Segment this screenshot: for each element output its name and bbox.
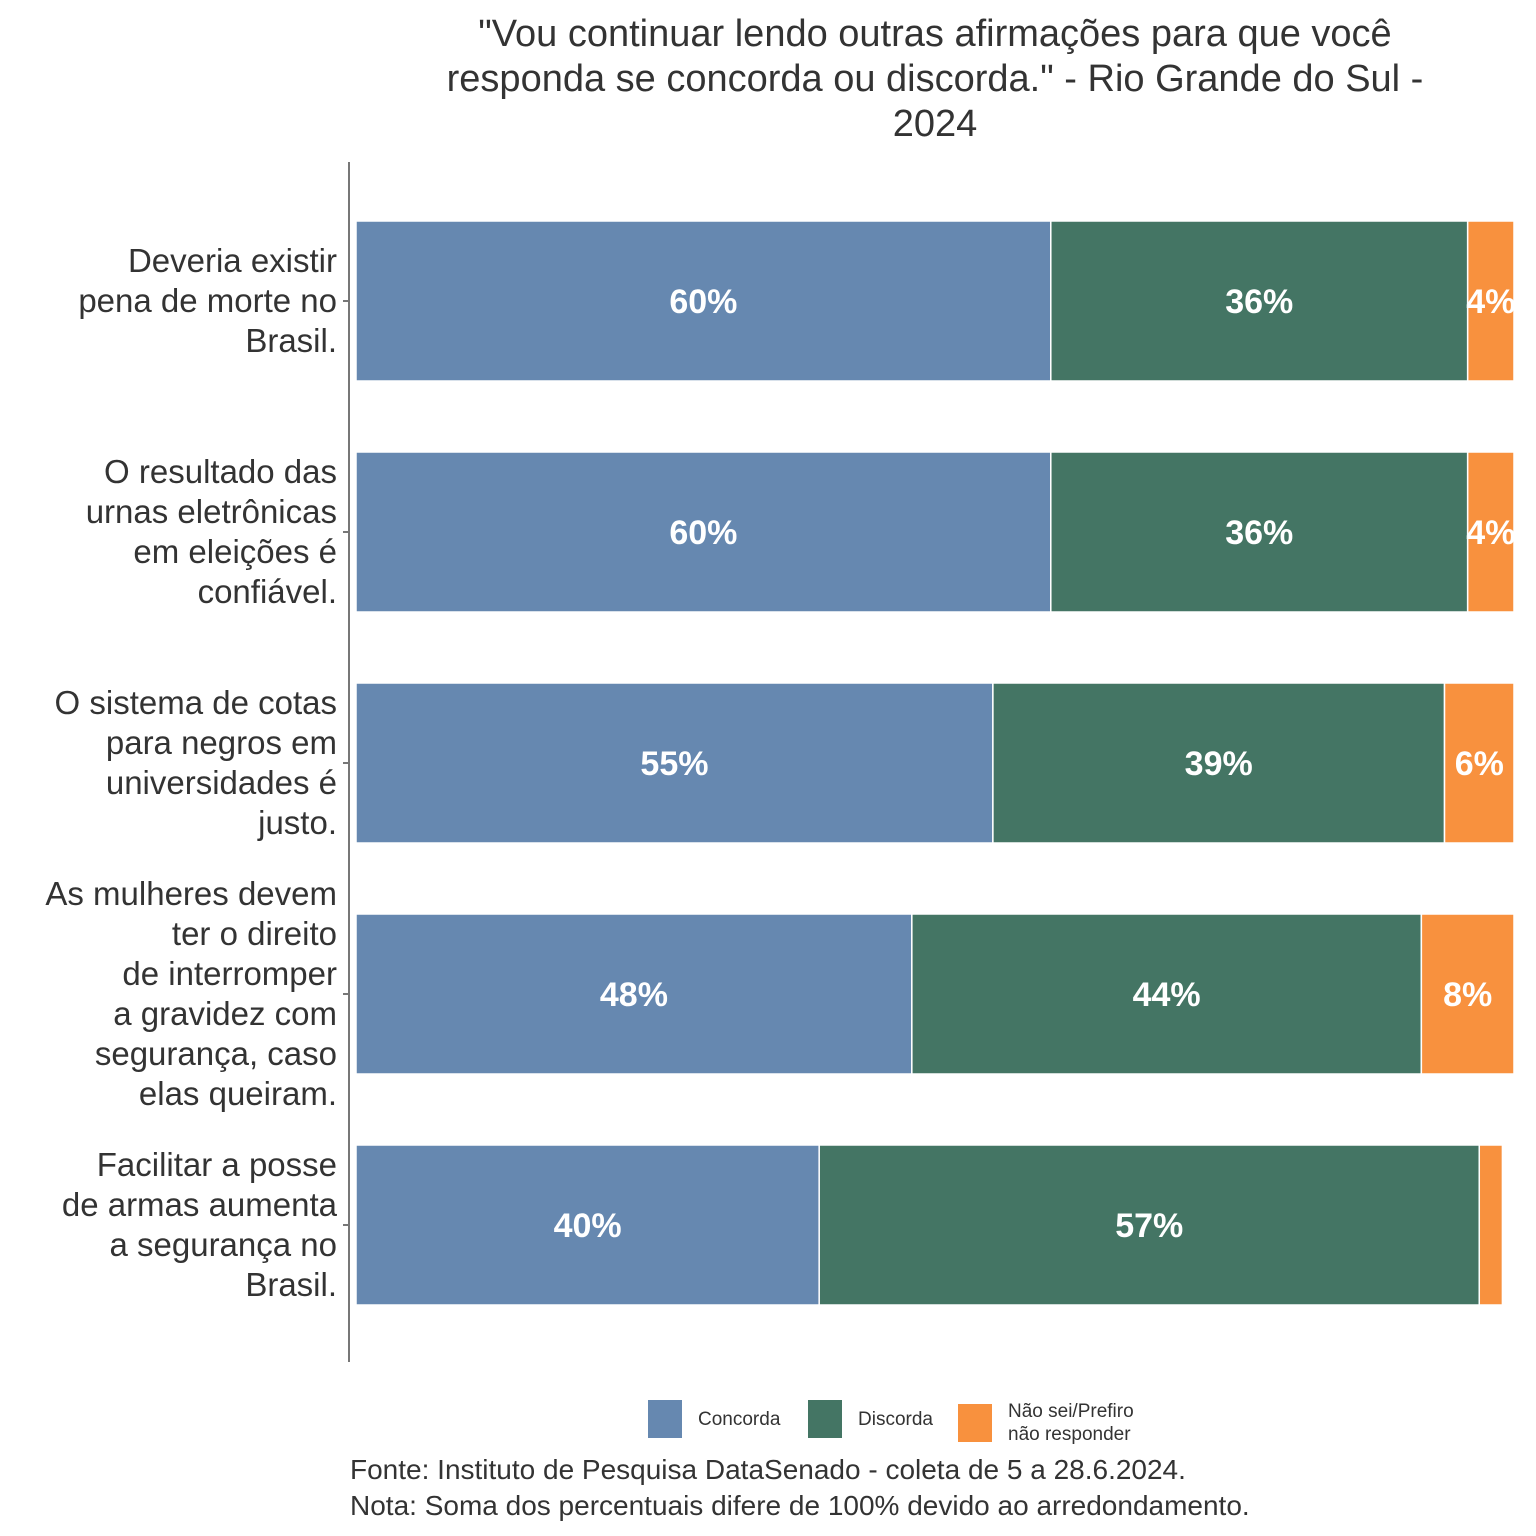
data-label: 60% <box>669 283 737 321</box>
category-label: Facilitar a posse de armas aumenta a seg… <box>61 1146 337 1303</box>
legend-label-nao-sei: Não sei/Prefiro não responder <box>1008 1401 1134 1445</box>
legend-item-discorda: Discorda <box>808 1400 1008 1438</box>
data-label: 57% <box>1115 1207 1183 1245</box>
data-label: 40% <box>554 1207 622 1245</box>
bar-segment-discorda <box>992 682 1446 844</box>
category-label: As mulheres devem ter o direito de inter… <box>45 875 337 1112</box>
data-label: 36% <box>1225 514 1293 552</box>
legend-label-concorda: Concorda <box>698 1408 781 1430</box>
chart-title: "Vou continuar lendo outras afirmações p… <box>340 12 1530 147</box>
bar-segment-nao-sei <box>1420 913 1515 1075</box>
source-line: Fonte: Instituto de Pesquisa DataSenado … <box>350 1454 1186 1485</box>
category-label: O sistema de cotas para negros em univer… <box>54 684 337 841</box>
bar-segment-concorda <box>355 451 1052 613</box>
category-label: O resultado das urnas eletrônicas em ele… <box>85 453 337 610</box>
data-label: 44% <box>1133 976 1201 1014</box>
note-line: Nota: Soma dos percentuais difere de 100… <box>350 1490 1250 1521</box>
legend-item-nao-sei: Não sei/Prefiro não responder <box>958 1400 1158 1446</box>
bar-segment-discorda <box>818 1144 1481 1306</box>
bar-segment-discorda <box>911 913 1423 1075</box>
data-label: 4% <box>1466 283 1515 321</box>
stacked-bar-chart: 60% 36% 4% 60% 36% 4% 55% 39% 6% 48% 44% 8% 40% 57% <box>343 162 1515 1362</box>
bar-segment-concorda <box>355 1144 820 1306</box>
title-line: responda se concorda ou discorda." - Rio… <box>446 58 1424 100</box>
bar-segment-nao-sei <box>1466 220 1515 382</box>
data-label: 36% <box>1225 283 1293 321</box>
data-label: 39% <box>1185 745 1253 783</box>
legend-item-concorda: Concorda <box>648 1400 848 1438</box>
bar-segment-nao-sei <box>1443 682 1515 844</box>
data-label: 60% <box>669 514 737 552</box>
bar-segment-concorda <box>355 682 994 844</box>
legend-label-discorda: Discorda <box>858 1408 933 1430</box>
data-label: 55% <box>640 745 708 783</box>
data-label: 4% <box>1466 514 1515 552</box>
title-line: "Vou continuar lendo outras afirmações p… <box>478 13 1392 55</box>
legend-swatch-concorda <box>648 1400 682 1438</box>
category-label: Deveria existir pena de morte no Brasil. <box>78 242 337 359</box>
data-label: 8% <box>1443 976 1492 1014</box>
source-note: Fonte: Instituto de Pesquisa DataSenado … <box>350 1452 1250 1524</box>
bar-segment-nao-sei <box>1478 1144 1504 1306</box>
data-label: 48% <box>600 976 668 1014</box>
legend-swatch-nao-sei <box>958 1404 992 1442</box>
bar-segment-concorda <box>355 220 1052 382</box>
legend-swatch-discorda <box>808 1400 842 1438</box>
title-line: 2024 <box>892 103 978 145</box>
bar-segment-nao-sei <box>1466 451 1515 613</box>
data-label: 6% <box>1455 745 1504 783</box>
